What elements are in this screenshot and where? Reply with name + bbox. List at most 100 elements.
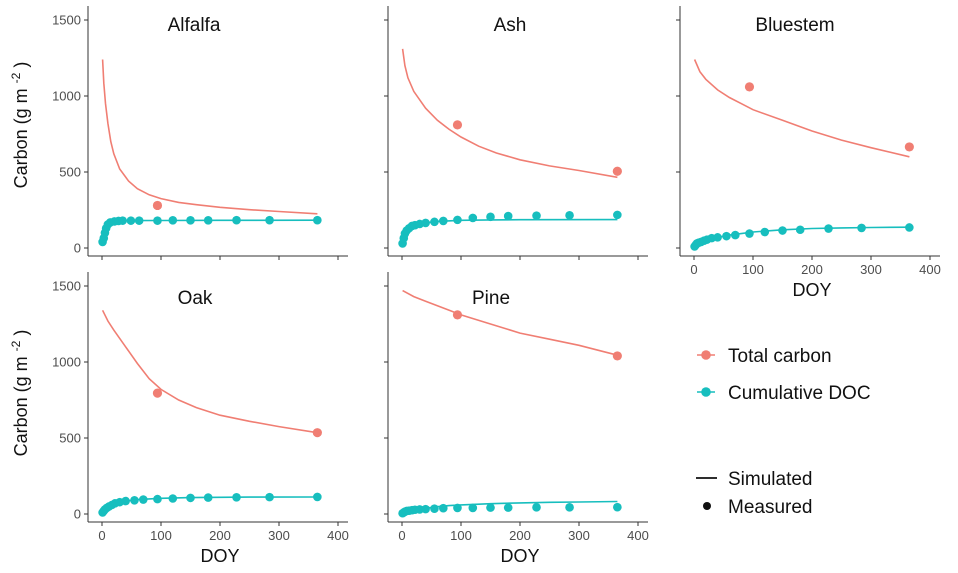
panel-oak: 0 500 1000 1500 0 100 200 300 400 Oak DOY	[52, 272, 349, 566]
panel-title: Alfalfa	[168, 15, 221, 36]
measured-doc-point	[565, 503, 574, 512]
measured-total-point	[452, 310, 463, 320]
measured-doc-point	[203, 216, 213, 225]
panel-title: Bluestem	[755, 15, 834, 36]
measured-doc-point	[130, 496, 139, 505]
x-tick-label: 400	[919, 262, 941, 277]
legend-label-total: Total carbon	[728, 346, 832, 367]
legend-label-doc: Cumulative DOC	[728, 383, 871, 404]
measured-doc-point	[439, 503, 448, 513]
measured-doc-point	[421, 504, 430, 514]
measured-doc-point	[824, 224, 833, 233]
y-tick-label: 1500	[52, 279, 81, 294]
measured-doc-point	[121, 496, 130, 506]
y-tick-label: 500	[59, 431, 81, 446]
y-axis-title: Carbon (g m -2 )	[9, 330, 31, 457]
x-tick-label: 0	[98, 528, 105, 543]
simulated-total-line	[401, 48, 618, 179]
measured-doc-point	[745, 229, 754, 238]
measured-doc-point	[430, 217, 439, 227]
x-tick-label: 100	[742, 262, 764, 277]
measured-doc-point	[613, 502, 622, 512]
y-axis-title-end: )	[11, 330, 31, 341]
measured-doc-point	[153, 494, 162, 504]
measured-doc-point	[168, 494, 178, 503]
measured-doc-point	[453, 215, 462, 225]
measured-doc-point	[139, 495, 148, 504]
measured-total-point	[152, 388, 163, 398]
y-axis-title-sup: -2	[9, 340, 23, 351]
x-tick-label: 400	[327, 528, 349, 543]
measured-doc-point	[713, 233, 722, 242]
measured-doc-point	[168, 216, 178, 225]
y-tick-label: 0	[74, 241, 81, 256]
measured-doc-point	[503, 503, 513, 512]
measured-doc-point	[153, 216, 162, 225]
legend-key-measured	[703, 502, 711, 510]
measured-total-point	[612, 351, 622, 361]
measured-doc-point	[430, 504, 439, 513]
legend-label-point: Measured	[728, 497, 813, 518]
y-tick-label: 1500	[52, 13, 81, 28]
measured-doc-point	[778, 226, 787, 235]
measured-doc-point	[532, 503, 541, 512]
legend-key-point-doc	[701, 387, 711, 397]
panel-ash: Ash	[384, 6, 648, 260]
measured-total-point	[312, 428, 322, 438]
y-tick-label: 1000	[52, 355, 81, 370]
x-tick-label: 0	[398, 528, 405, 543]
panel-title: Oak	[178, 288, 213, 309]
simulated-total-line	[101, 309, 318, 434]
measured-doc-point	[795, 225, 805, 235]
simulated-total-line	[101, 59, 318, 215]
measured-doc-point	[486, 503, 495, 512]
measured-doc-point	[503, 211, 513, 221]
panel-title: Pine	[472, 288, 510, 309]
measured-doc-point	[118, 216, 127, 225]
x-tick-label: 200	[509, 528, 531, 543]
measured-doc-point	[613, 210, 622, 220]
measured-doc-point	[186, 493, 195, 503]
x-tick-label: 300	[568, 528, 590, 543]
panel-alfalfa: 0 500 1000 1500 Alfalfa	[52, 6, 348, 260]
measured-doc-point	[468, 213, 478, 223]
x-tick-label: 100	[450, 528, 472, 543]
x-tick-label: 400	[627, 528, 649, 543]
measured-doc-point	[486, 212, 495, 222]
x-axis-title: DOY	[500, 546, 539, 566]
x-tick-label: 0	[690, 262, 697, 277]
measured-doc-point	[453, 503, 462, 513]
x-tick-label: 200	[209, 528, 231, 543]
panel-pine: 0 100 200 300 400 Pine DOY	[384, 272, 649, 566]
legend-key-point-total	[701, 350, 711, 360]
measured-doc-point	[265, 492, 274, 502]
y-axis-title-end: )	[11, 62, 31, 73]
measured-doc-point	[313, 215, 322, 225]
panel-title: Ash	[494, 15, 527, 36]
measured-doc-point	[731, 230, 740, 240]
measured-doc-point	[232, 215, 241, 225]
measured-doc-point	[134, 216, 144, 225]
y-axis-title-main: Carbon (g m	[11, 83, 31, 188]
y-axis-title-main: Carbon (g m	[11, 351, 31, 456]
measured-doc-point	[265, 215, 274, 225]
x-tick-label: 200	[801, 262, 823, 277]
x-tick-label: 300	[860, 262, 882, 277]
measured-total-point	[612, 166, 622, 176]
measured-doc-point	[313, 492, 322, 502]
panel-bluestem: 0 100 200 300 400 Bluestem DOY	[676, 6, 941, 300]
measured-doc-point	[421, 218, 430, 228]
x-axis-title: DOY	[792, 280, 831, 300]
measured-doc-point	[532, 211, 541, 220]
legend: Total carbon Cumulative DOC Simulated Measu…	[696, 346, 871, 518]
legend-label-line: Simulated	[728, 469, 813, 490]
y-tick-label: 500	[59, 165, 81, 180]
measured-doc-point	[126, 216, 136, 225]
measured-total-point	[452, 120, 463, 130]
measured-doc-point	[722, 231, 731, 241]
measured-doc-point	[760, 227, 770, 237]
measured-doc-point	[565, 211, 574, 220]
measured-total-point	[744, 82, 755, 92]
y-tick-label: 1000	[52, 89, 81, 104]
